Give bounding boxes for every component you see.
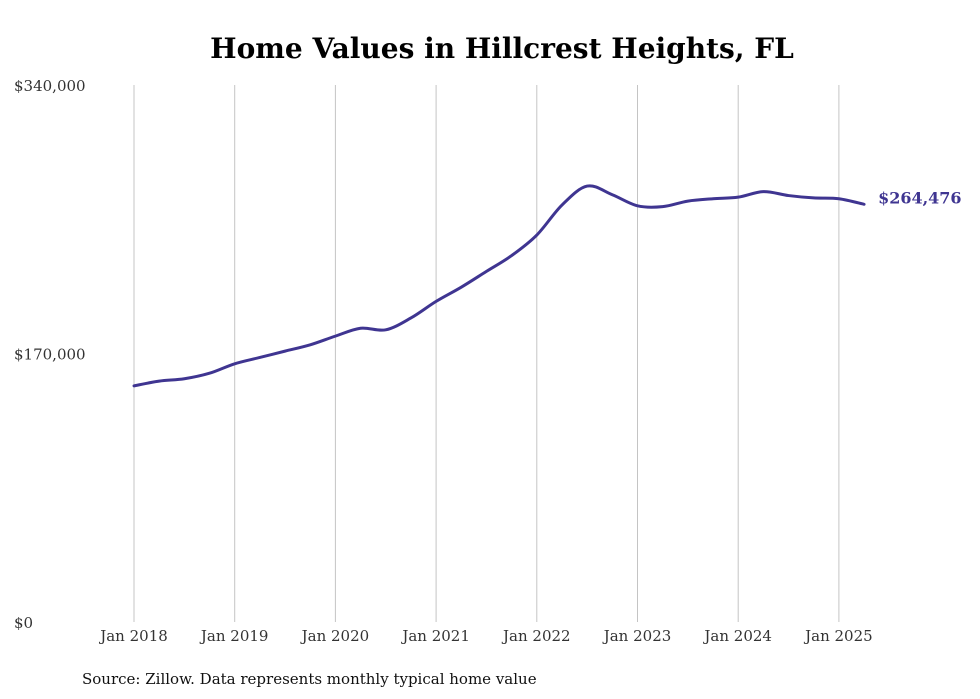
source-note: Source: Zillow. Data represents monthly … <box>82 670 537 688</box>
x-tick-label: Jan 2021 <box>400 627 470 645</box>
grid-lines <box>133 85 840 622</box>
x-tick-label: Jan 2023 <box>602 627 672 645</box>
x-tick-label: Jan 2025 <box>803 627 873 645</box>
x-tick-label: Jan 2024 <box>702 627 772 645</box>
x-axis-ticks: Jan 2018 Jan 2019 Jan 2020 Jan 2021 Jan 2022… <box>98 627 872 645</box>
x-tick-label: Jan 2020 <box>300 627 370 645</box>
chart-title: Home Values in Hillcrest Heights, FL <box>210 32 794 65</box>
series-layer <box>132 184 866 388</box>
series-line <box>132 184 866 388</box>
x-tick-label: Jan 2022 <box>501 627 571 645</box>
y-tick-label: $170,000 <box>14 346 86 364</box>
y-tick-label: $0 <box>14 614 33 632</box>
x-tick-label: Jan 2019 <box>199 627 269 645</box>
x-tick-label: Jan 2018 <box>98 627 168 645</box>
end-value-label: $264,476 <box>878 188 962 207</box>
y-axis-ticks: $0 $170,000 $340,000 <box>14 77 86 632</box>
y-tick-label: $340,000 <box>14 77 86 95</box>
